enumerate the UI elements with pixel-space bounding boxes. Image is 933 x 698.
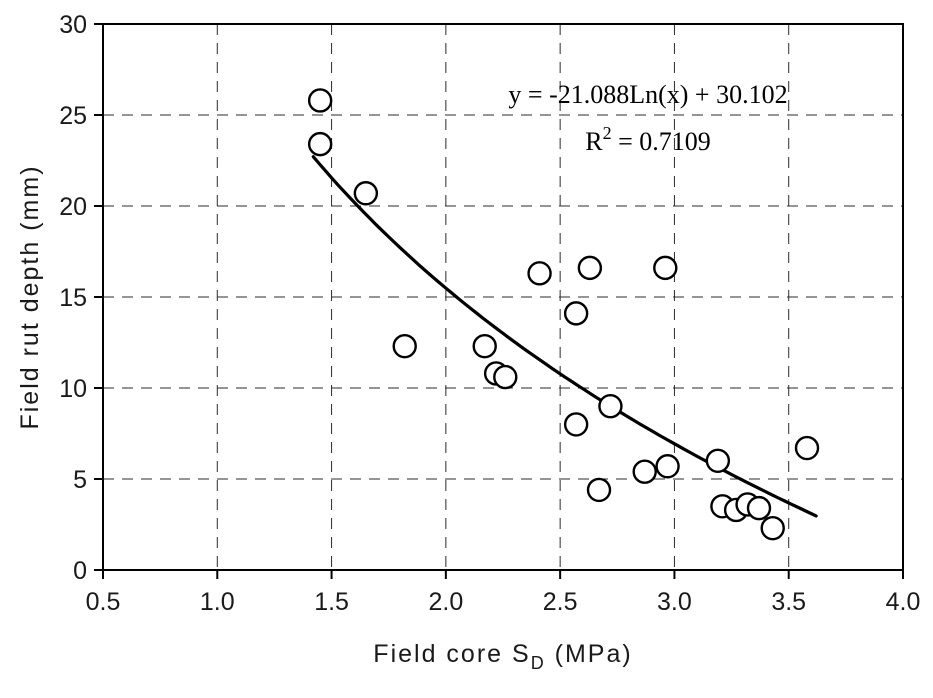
data-point [655, 454, 680, 479]
y-axis-title: Field rut depth (mm) [16, 164, 44, 429]
x-tick-label: 3.0 [657, 588, 692, 616]
data-point [563, 412, 589, 437]
data-point [472, 333, 497, 359]
data-point [392, 333, 417, 359]
data-point [563, 301, 589, 326]
tick-labels: 0.5 1.0 1.5 2.0 2.5 3.0 3.5 4.0 0 5 10 15 20 25 30 [59, 11, 920, 616]
data-point [632, 459, 657, 484]
x-tick-label: 0.5 [86, 588, 121, 616]
x-tick-label: 4.0 [886, 588, 921, 616]
x-tick-label: 2.0 [428, 588, 463, 616]
x-axis-title: Field core SD (MPa) [373, 640, 632, 673]
data-point [586, 477, 612, 503]
data-point [493, 364, 518, 390]
y-tick-label: 5 [73, 466, 87, 494]
data-points [307, 88, 820, 541]
x-tick-label: 3.5 [771, 588, 806, 616]
data-point [527, 261, 552, 286]
data-point [353, 181, 379, 206]
x-tick-label: 1.5 [314, 588, 349, 616]
data-point [705, 448, 731, 473]
y-tick-label: 30 [59, 11, 87, 39]
equation-label: y = -21.088Ln(x) + 30.102 [508, 80, 787, 109]
y-tick-label: 20 [59, 193, 87, 221]
y-tick-label: 0 [73, 557, 87, 585]
x-tick-label: 2.5 [543, 588, 578, 616]
equation-annotation: y = -21.088Ln(x) + 30.102 R2 = 0.7109 [508, 80, 787, 156]
data-point [653, 255, 678, 281]
data-point [577, 255, 603, 281]
data-point [794, 435, 820, 461]
data-point [746, 495, 772, 521]
trendline-curve [311, 155, 818, 518]
r-squared-label: R2 = 0.7109 [585, 123, 711, 156]
gridlines [103, 24, 903, 570]
trendline [311, 155, 818, 518]
data-point [760, 515, 785, 541]
x-tick-label: 1.0 [200, 588, 235, 616]
axis-ticks [94, 23, 904, 579]
y-tick-label: 15 [59, 284, 87, 312]
data-point [598, 394, 623, 419]
data-point [307, 88, 333, 113]
y-tick-label: 25 [59, 102, 87, 130]
axis-titles: Field rut depth (mm) Field core SD (MPa) [16, 164, 632, 673]
data-point [307, 131, 333, 157]
y-tick-label: 10 [59, 375, 87, 403]
